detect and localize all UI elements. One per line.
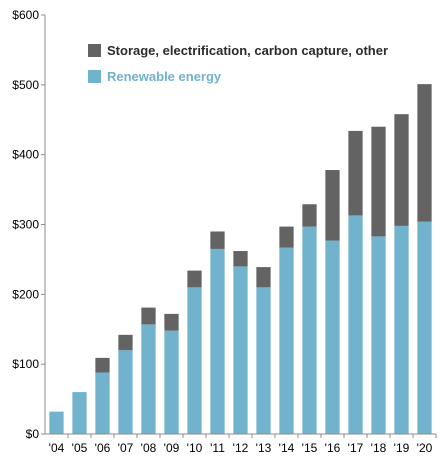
x-tick-label: '16 <box>325 441 341 455</box>
x-tick-label: '06 <box>95 441 111 455</box>
bar-renewable-energy <box>72 392 87 434</box>
y-tick-label: $500 <box>12 78 39 92</box>
bar-storage-electrification-other <box>394 114 409 226</box>
bar-renewable-energy <box>348 215 363 434</box>
bar-storage-electrification-other <box>256 267 271 288</box>
x-tick-label: '12 <box>233 441 249 455</box>
bar-renewable-energy <box>187 287 202 434</box>
legend-label: Renewable energy <box>107 69 222 84</box>
bar-storage-electrification-other <box>118 334 133 351</box>
x-tick-label: '07 <box>118 441 134 455</box>
y-tick-label: $100 <box>12 357 39 371</box>
x-axis <box>45 433 437 438</box>
bar-storage-electrification-other <box>348 130 363 216</box>
x-tick-label: '19 <box>394 441 410 455</box>
bar-renewable-energy <box>325 240 340 434</box>
bar-storage-electrification-other <box>95 357 110 373</box>
bar-renewable-energy <box>141 324 156 434</box>
x-tick-label: '18 <box>371 441 387 455</box>
bar-storage-electrification-other <box>417 84 432 222</box>
y-tick-label: $200 <box>12 287 39 301</box>
legend-label: Storage, electrification, carbon capture… <box>107 43 388 58</box>
x-tick-label: '13 <box>256 441 272 455</box>
bar-storage-electrification-other <box>210 231 225 249</box>
x-tick-label: '08 <box>141 441 157 455</box>
bar-renewable-energy <box>371 236 386 434</box>
bars <box>49 84 432 434</box>
x-tick-label: '17 <box>348 441 364 455</box>
bar-storage-electrification-other <box>279 226 294 248</box>
y-tick-label: $0 <box>26 427 40 441</box>
legend-swatch <box>88 44 101 57</box>
y-axis <box>41 14 46 435</box>
x-tick-labels: '04 '05 '06 '07 '08 '09 '10 '11 '12 '13 '14 '15 '16 '… <box>49 441 433 455</box>
bar-renewable-energy <box>233 266 248 434</box>
bar-renewable-energy <box>279 247 294 434</box>
bar-renewable-energy <box>394 225 409 434</box>
bar-storage-electrification-other <box>302 204 317 227</box>
x-tick-label: '04 <box>49 441 65 455</box>
x-tick-label: '15 <box>302 441 318 455</box>
legend: Storage, electrification, carbon capture… <box>88 43 388 84</box>
bar-storage-electrification-other <box>164 313 179 331</box>
bar-renewable-energy <box>95 372 110 434</box>
x-tick-label: '11 <box>210 441 225 455</box>
bar-storage-electrification-other <box>325 170 340 241</box>
x-tick-label: '10 <box>187 441 203 455</box>
y-tick-label: $300 <box>12 218 39 232</box>
bar-storage-electrification-other <box>141 307 156 325</box>
x-tick-label: '14 <box>279 441 295 455</box>
bar-renewable-energy <box>164 330 179 434</box>
x-tick-label: '05 <box>72 441 88 455</box>
y-tick-label: $600 <box>12 8 39 22</box>
bar-storage-electrification-other <box>187 270 202 288</box>
y-tick-labels: $0 $100 $200 $300 $400 $500 $600 <box>12 8 39 441</box>
bar-renewable-energy <box>302 226 317 434</box>
x-tick-label: '09 <box>164 441 180 455</box>
x-tick-label: '20 <box>417 441 433 455</box>
bar-renewable-energy <box>256 287 271 434</box>
bar-renewable-energy <box>118 350 133 434</box>
bar-storage-electrification-other <box>233 251 248 267</box>
bar-renewable-energy <box>417 221 432 434</box>
y-tick-label: $400 <box>12 148 39 162</box>
bar-renewable-energy <box>210 248 225 434</box>
bar-storage-electrification-other <box>371 126 386 237</box>
legend-swatch <box>88 70 101 83</box>
bar-renewable-energy <box>49 411 64 434</box>
